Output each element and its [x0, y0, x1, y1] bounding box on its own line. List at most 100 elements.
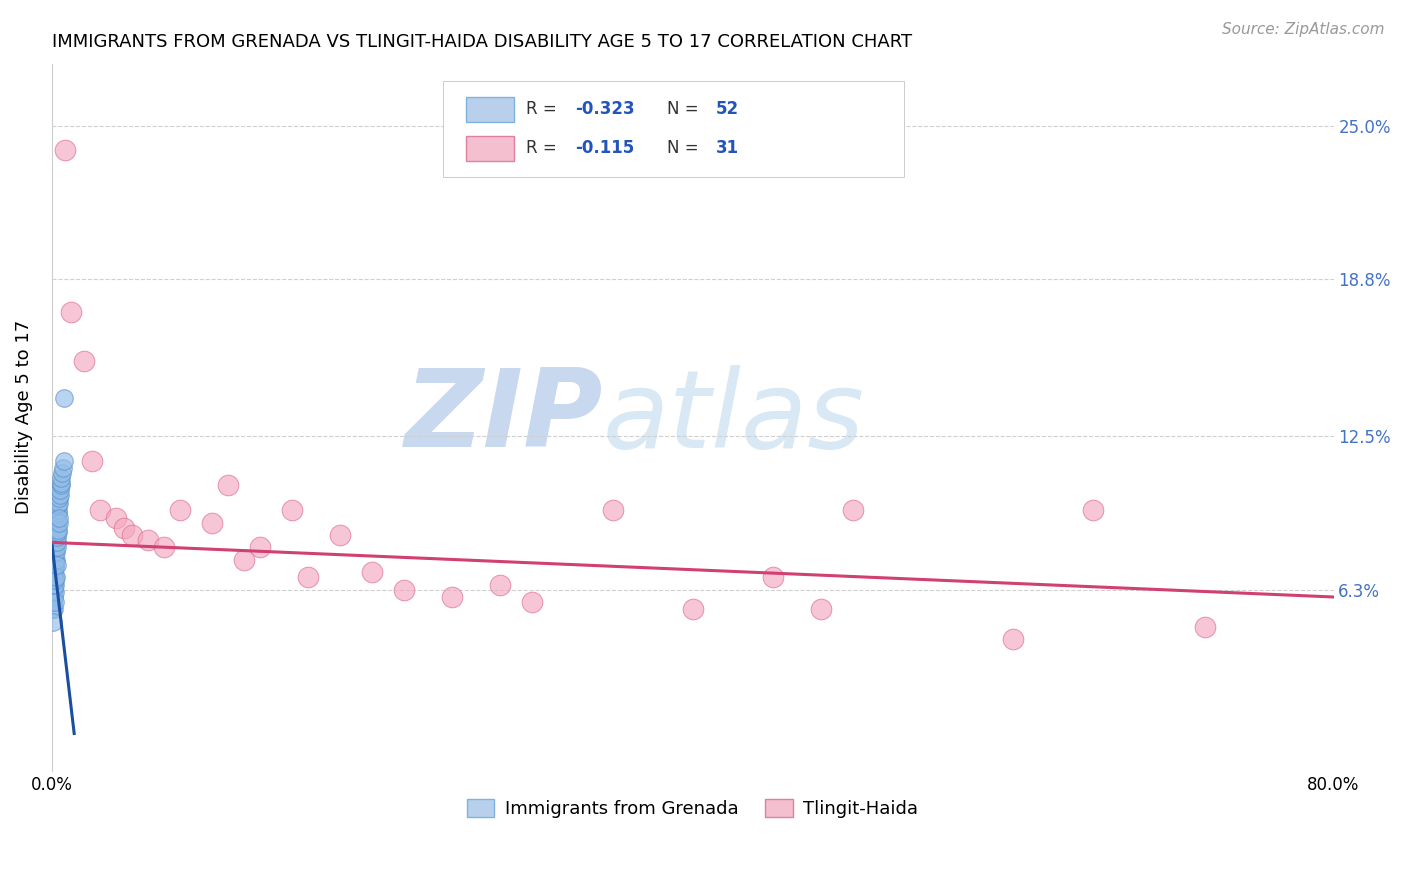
Point: [46, 506, 69, 520]
Point: [104, 510, 127, 524]
Point: [153, 541, 176, 555]
Text: N =: N =: [666, 101, 704, 119]
Point: [45, 558, 67, 572]
Point: [44, 595, 66, 609]
Point: [842, 503, 865, 517]
Text: Source: ZipAtlas.com: Source: ZipAtlas.com: [1222, 22, 1385, 37]
Text: ZIP: ZIP: [405, 364, 603, 470]
FancyBboxPatch shape: [465, 136, 515, 161]
FancyBboxPatch shape: [465, 96, 515, 122]
Point: [45, 520, 67, 534]
Point: [44, 560, 66, 574]
Point: [394, 582, 416, 597]
Point: [45, 528, 67, 542]
Point: [136, 533, 159, 547]
Point: [49, 478, 72, 492]
Point: [44, 560, 66, 574]
Point: [44, 558, 66, 572]
Point: [46, 531, 69, 545]
Point: [489, 577, 512, 591]
Point: [48, 491, 70, 505]
Legend: Immigrants from Grenada, Tlingit-Haida: Immigrants from Grenada, Tlingit-Haida: [460, 791, 925, 825]
Point: [73, 354, 96, 368]
Point: [48, 496, 70, 510]
Point: [48, 516, 70, 530]
Point: [44, 570, 66, 584]
Point: [51, 471, 73, 485]
Point: [59, 304, 82, 318]
Point: [44, 541, 66, 555]
Point: [201, 516, 224, 530]
Point: [42, 595, 65, 609]
Text: 52: 52: [716, 101, 738, 119]
Text: R =: R =: [526, 101, 562, 119]
Point: [46, 510, 69, 524]
Point: [53, 392, 76, 406]
Point: [52, 453, 75, 467]
Point: [52, 461, 75, 475]
Point: [46, 503, 69, 517]
Point: [45, 545, 67, 559]
Point: [1083, 503, 1105, 517]
Point: [42, 565, 65, 579]
Point: [51, 466, 73, 480]
Text: IMMIGRANTS FROM GRENADA VS TLINGIT-HAIDA DISABILITY AGE 5 TO 17 CORRELATION CHAR: IMMIGRANTS FROM GRENADA VS TLINGIT-HAIDA…: [52, 33, 912, 51]
Point: [329, 528, 352, 542]
Point: [80, 453, 103, 467]
Point: [46, 525, 69, 540]
Point: [44, 602, 66, 616]
Point: [361, 565, 384, 579]
Point: [45, 535, 67, 549]
Point: [44, 577, 66, 591]
Point: [49, 488, 72, 502]
Point: [441, 590, 464, 604]
Point: [45, 541, 67, 555]
Point: [169, 503, 191, 517]
Point: [49, 475, 72, 490]
Point: [1194, 620, 1216, 634]
Text: 31: 31: [716, 139, 738, 157]
Text: -0.323: -0.323: [575, 101, 634, 119]
Point: [53, 144, 76, 158]
Point: [42, 577, 65, 591]
Point: [281, 503, 304, 517]
Point: [810, 602, 832, 616]
Point: [44, 590, 66, 604]
Point: [42, 570, 65, 584]
Text: R =: R =: [526, 139, 562, 157]
Point: [249, 541, 271, 555]
Point: [44, 545, 66, 559]
Point: [233, 553, 256, 567]
Point: [46, 523, 69, 537]
Point: [41, 615, 63, 629]
Text: N =: N =: [666, 139, 704, 157]
Point: [44, 573, 66, 587]
Point: [44, 585, 66, 599]
Point: [45, 553, 67, 567]
Point: [45, 535, 67, 549]
Point: [217, 478, 239, 492]
Point: [89, 503, 111, 517]
Point: [48, 498, 70, 512]
Point: [44, 577, 66, 591]
Point: [44, 553, 66, 567]
Point: [297, 570, 319, 584]
Point: [602, 503, 624, 517]
Point: [42, 585, 65, 599]
Point: [45, 570, 67, 584]
Point: [42, 582, 65, 597]
Point: [682, 602, 704, 616]
Point: [1002, 632, 1025, 647]
Point: [48, 510, 70, 524]
Point: [762, 570, 785, 584]
Point: [42, 602, 65, 616]
Point: [49, 483, 72, 498]
Y-axis label: Disability Age 5 to 17: Disability Age 5 to 17: [15, 320, 32, 514]
FancyBboxPatch shape: [443, 81, 904, 177]
Text: -0.115: -0.115: [575, 139, 634, 157]
Point: [45, 516, 67, 530]
Point: [121, 528, 143, 542]
Point: [112, 520, 135, 534]
Point: [522, 595, 544, 609]
Text: atlas: atlas: [603, 365, 865, 469]
